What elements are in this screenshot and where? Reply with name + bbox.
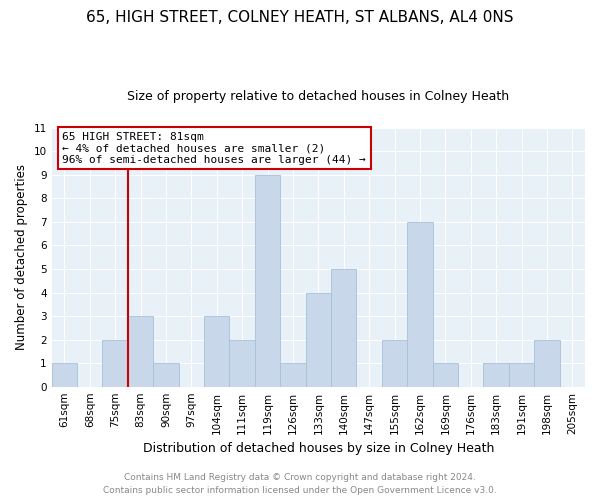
Bar [153,363,179,386]
Bar [52,363,77,386]
Y-axis label: Number of detached properties: Number of detached properties [15,164,28,350]
Bar [331,269,356,386]
X-axis label: Distribution of detached houses by size in Colney Heath: Distribution of detached houses by size … [143,442,494,455]
Bar [433,363,458,386]
Bar [305,292,331,386]
Text: 65 HIGH STREET: 81sqm
← 4% of detached houses are smaller (2)
96% of semi-detach: 65 HIGH STREET: 81sqm ← 4% of detached h… [62,132,366,165]
Bar [382,340,407,386]
Bar [229,340,255,386]
Bar [407,222,433,386]
Text: 65, HIGH STREET, COLNEY HEATH, ST ALBANS, AL4 0NS: 65, HIGH STREET, COLNEY HEATH, ST ALBANS… [86,10,514,25]
Bar [280,363,305,386]
Bar [103,340,128,386]
Bar [509,363,534,386]
Title: Size of property relative to detached houses in Colney Heath: Size of property relative to detached ho… [127,90,509,103]
Bar [484,363,509,386]
Text: Contains HM Land Registry data © Crown copyright and database right 2024.
Contai: Contains HM Land Registry data © Crown c… [103,474,497,495]
Bar [534,340,560,386]
Bar [204,316,229,386]
Bar [128,316,153,386]
Bar [255,175,280,386]
